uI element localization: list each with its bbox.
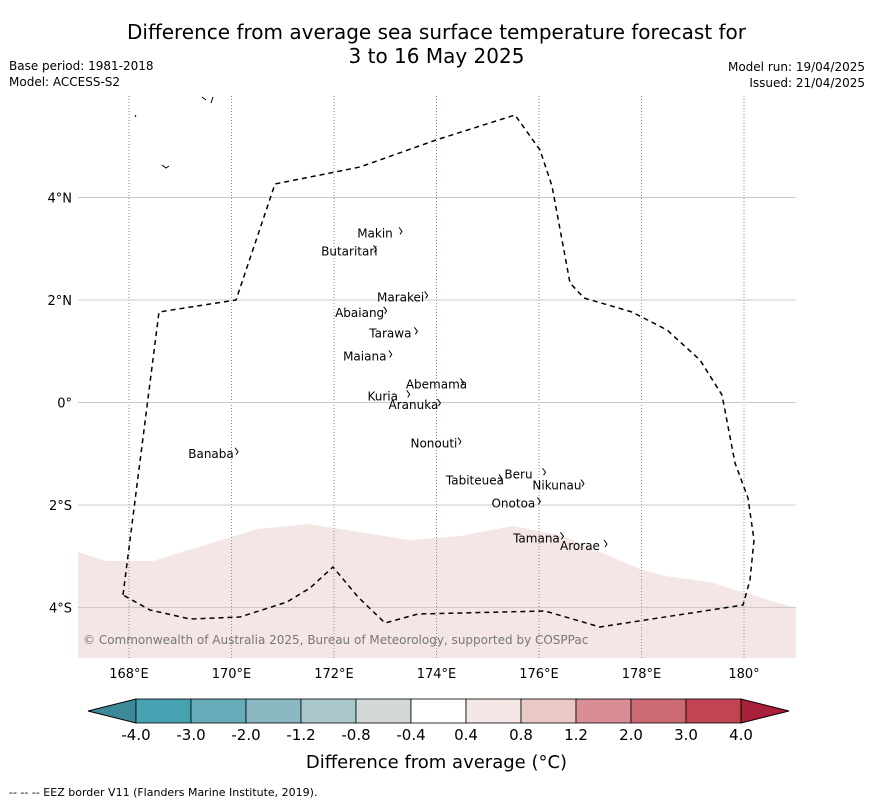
lon-tick-label: 170°E [212, 667, 252, 682]
colorbar-tick-label: 2.0 [619, 726, 643, 744]
island-outline [460, 378, 465, 386]
island-label: Arorae [560, 539, 600, 553]
island-outline [580, 479, 585, 487]
island-label: Aranuka [389, 398, 439, 412]
colorbar-max-arrow [740, 698, 790, 724]
island-outline [424, 291, 429, 299]
island-label: Abemama [406, 378, 467, 392]
northern-coastline-fragments [134, 96, 214, 169]
base-info: Base period: 1981-2018 Model: ACCESS-S2 [9, 58, 154, 90]
map-title-line-2: 3 to 16 May 2025 [348, 44, 525, 68]
lat-tick-label: 4°S [49, 602, 72, 617]
colorbar-bin [245, 698, 302, 724]
graticule [78, 96, 796, 658]
colorbar-bin [410, 698, 467, 724]
island-outline [388, 350, 393, 358]
colorbar-bin [685, 698, 742, 724]
island-outline [372, 245, 377, 253]
island-outline [234, 447, 239, 456]
island-label: Beru [504, 467, 532, 481]
map-axes: 168°E 170°E 172°E 174°E 176°E 178°E 180° 4°N 2°N… [48, 192, 760, 683]
island-label: Kuria [367, 389, 398, 403]
colorbar-tick-label: 1.2 [564, 726, 588, 744]
colorbar-bin [465, 698, 522, 724]
colorbar-tick-label: -1.2 [286, 726, 315, 744]
colorbar-bin [190, 698, 247, 724]
colorbar-tick-label: -3.0 [176, 726, 205, 744]
lon-tick-label: 172°E [314, 667, 354, 682]
colorbar-tick-label: 4.0 [729, 726, 753, 744]
island-outline [498, 474, 503, 482]
lon-tick-label: 180° [728, 667, 759, 682]
colorbar-tick-label: -0.4 [396, 726, 425, 744]
map-title-line-1: Difference from average sea surface temp… [126, 20, 746, 44]
island-outline [413, 327, 418, 335]
colorbar-bin [575, 698, 632, 724]
island-layer: Makin Butaritari Marakei Abaiang Tarawa Maian… [188, 226, 608, 553]
base-period-text: Base period: 1981-2018 [9, 59, 154, 73]
copyright-text: © Commonwealth of Australia 2025, Bureau… [83, 633, 588, 647]
island-outline [406, 390, 411, 398]
colorbar-label: Difference from average (°C) [305, 752, 568, 773]
island-label: Onotoa [491, 496, 535, 510]
colorbar-tick-label: 0.8 [509, 726, 533, 744]
map-title: Difference from average sea surface temp… [0, 20, 873, 68]
model-name-text: Model: ACCESS-S2 [9, 75, 121, 89]
run-info: Model run: 19/04/2025 Issued: 21/04/2025 [728, 59, 865, 91]
colorbar-bin [300, 698, 357, 724]
eez-legend-text: -- -- -- EEZ border V11 (Flanders Marine… [9, 786, 318, 799]
colorbar-tick-label: 0.4 [454, 726, 478, 744]
model-run-text: Model run: 19/04/2025 [727, 60, 865, 74]
island-label: Maiana [343, 349, 386, 363]
island-label: Marakei [377, 290, 424, 304]
island-label: Tarawa [368, 326, 411, 340]
colorbar-bin [135, 698, 192, 724]
island-label: Banaba [188, 447, 234, 461]
island-label: Nikunau [532, 479, 581, 493]
colorbar-tick-label: -0.8 [341, 726, 370, 744]
lon-tick-label: 178°E [622, 667, 662, 682]
colorbar: -4.0 -3.0 -2.0 -1.2 -0.8 -0.4 0.4 0.8 1.2 2.0 3.0 4… [87, 698, 790, 744]
island-label: Nonouti [410, 437, 457, 451]
lat-tick-label: 4°N [48, 192, 73, 207]
issued-date-text: Issued: 21/04/2025 [749, 76, 865, 90]
colorbar-bin [630, 698, 687, 724]
lat-tick-label: 0° [57, 397, 72, 412]
island-label: Butaritari [321, 244, 378, 258]
island-outline [398, 227, 403, 235]
island-outline [457, 437, 462, 445]
lon-tick-label: 168°E [109, 667, 149, 682]
island-outline [542, 467, 547, 476]
island-outline [560, 532, 565, 540]
map-area: Makin Butaritari Marakei Abaiang Tarawa Maian… [78, 96, 796, 658]
island-label: Tabiteuea [445, 473, 504, 487]
lat-tick-label: 2°N [48, 294, 73, 309]
island-outline [383, 306, 388, 315]
colorbar-tick-label: 3.0 [674, 726, 698, 744]
island-label: Abaiang [335, 306, 384, 320]
colorbar-tick-label: -4.0 [121, 726, 150, 744]
island-outline [536, 497, 541, 505]
lon-tick-label: 176°E [519, 667, 559, 682]
island-label: Makin [357, 226, 393, 240]
island-outline [603, 539, 608, 548]
island-outline [437, 398, 442, 407]
colorbar-min-arrow [87, 698, 137, 724]
lat-tick-label: 2°S [49, 499, 72, 514]
colorbar-bin [520, 698, 577, 724]
colorbar-bin [355, 698, 412, 724]
eez-border [122, 114, 755, 628]
lon-tick-label: 174°E [417, 667, 457, 682]
colorbar-tick-label: -2.0 [231, 726, 260, 744]
island-label: Tamana [512, 531, 560, 545]
